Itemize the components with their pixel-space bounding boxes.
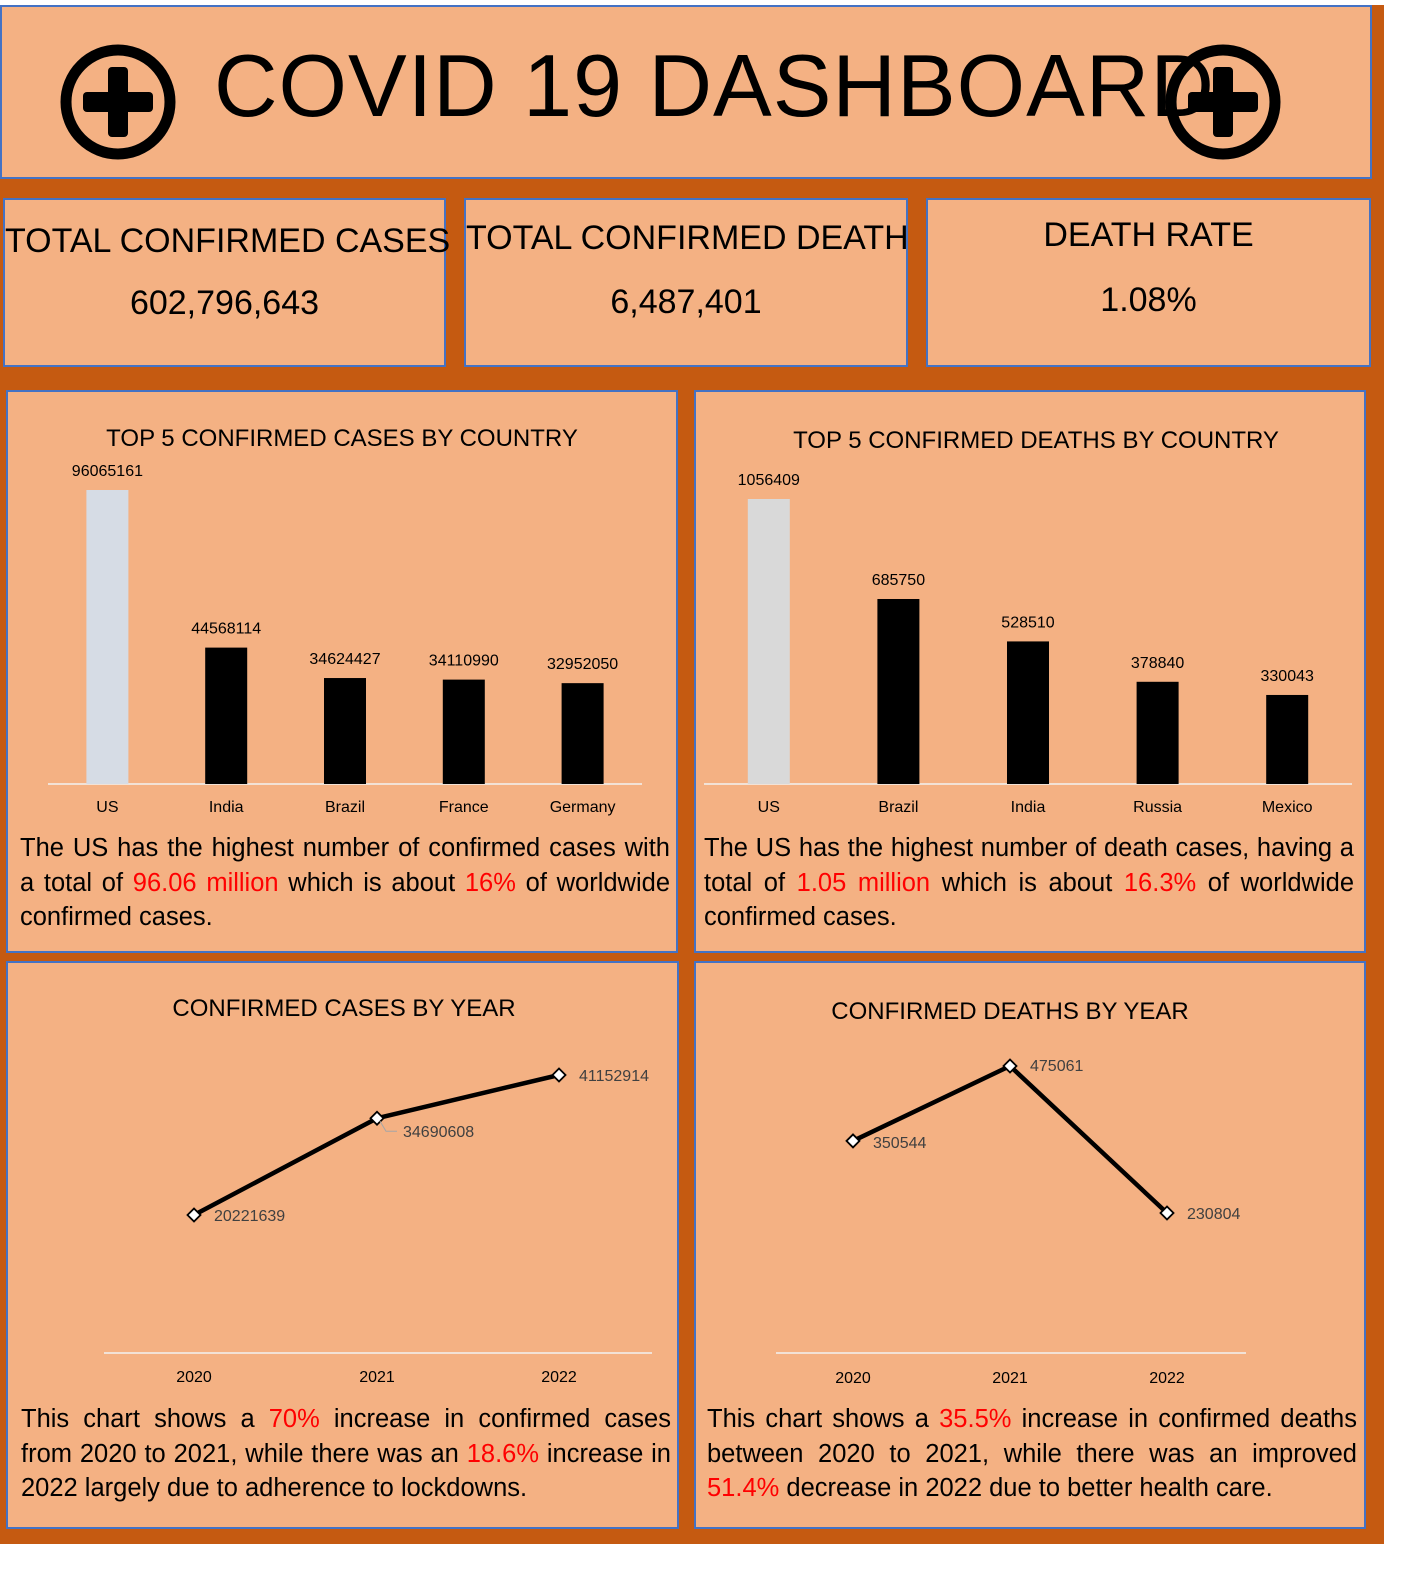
data-label: 41152914	[579, 1068, 649, 1085]
leader-line	[379, 1120, 397, 1132]
bar	[205, 647, 248, 784]
bar	[747, 499, 790, 784]
data-point	[1159, 1205, 1175, 1221]
desc-text: The US has the highest number of confirm…	[20, 834, 670, 897]
plus-circle-icon	[60, 44, 176, 160]
bar	[877, 598, 920, 784]
tick-label: US	[758, 799, 780, 816]
tick-label: 2022	[1149, 1370, 1185, 1387]
chart-title: CONFIRMED DEATHS BY YEAR	[831, 998, 1188, 1025]
desc-text: which is about	[930, 868, 1124, 897]
data-label: 34690608	[403, 1124, 474, 1141]
tick-label: 2020	[835, 1370, 871, 1387]
tick-label: 2020	[176, 1369, 212, 1386]
tick-label: Brazil	[325, 799, 365, 816]
chart-title: CONFIRMED CASES BY YEAR	[172, 995, 515, 1022]
data-point	[1002, 1058, 1018, 1074]
bar-chart-cases-by-country: TOP 5 CONFIRMED CASES BY COUNTRY 9606516…	[48, 425, 642, 816]
bar-chart-deaths-by-country: TOP 5 CONFIRMED DEATHS BY COUNTRY 105640…	[704, 427, 1352, 816]
tick-label: India	[209, 799, 244, 816]
data-label: 96065161	[72, 463, 143, 480]
data-label: 475061	[1030, 1058, 1083, 1075]
desc-text: of worldwide confirmed cases.	[20, 868, 670, 932]
data-point	[551, 1067, 567, 1083]
plus-circle-icon	[1165, 44, 1281, 160]
desc-text: of worldwide confirmed cases.	[704, 868, 1354, 932]
tick-label: Brazil	[878, 799, 918, 816]
data-label: 44568114	[191, 621, 261, 638]
desc-text: This chart shows a	[707, 1405, 940, 1433]
kpi-value: 1.08%	[1100, 281, 1197, 319]
page-title: COVID 19 DASHBOARD	[214, 36, 1215, 135]
desc-highlight: 70%	[268, 1405, 320, 1433]
panel-cases-by-year: CONFIRMED CASES BY YEAR 20221639 2020 3469…	[6, 961, 679, 1529]
data-label: 528510	[1001, 614, 1054, 631]
line-chart-deaths-by-year: CONFIRMED DEATHS BY YEAR 350544 2020 47506…	[776, 998, 1246, 1387]
title-panel: COVID 19 DASHBOARD	[0, 5, 1372, 179]
kpi-value: 6,487,401	[610, 283, 762, 321]
kpi-card-death-rate: DEATH RATE 1.08%	[926, 198, 1371, 367]
panel-deaths-by-year: CONFIRMED DEATHS BY YEAR 350544 2020 47506…	[694, 961, 1366, 1529]
data-label: 378840	[1131, 655, 1184, 672]
kpi-value: 602,796,643	[129, 284, 320, 322]
kpi-label: DEATH RATE	[1043, 216, 1254, 254]
data-label: 330043	[1261, 668, 1314, 685]
desc-highlight: 18.6%	[466, 1439, 540, 1468]
panel-top5-cases: TOP 5 CONFIRMED CASES BY COUNTRY 9606516…	[6, 390, 678, 953]
bar	[86, 490, 129, 784]
line-chart-cases-by-year: CONFIRMED CASES BY YEAR 20221639 2020 3469…	[104, 995, 652, 1386]
panel-top5-deaths: TOP 5 CONFIRMED DEATHS BY COUNTRY 105640…	[694, 390, 1366, 953]
chart-description: The US has the highest number of death c…	[704, 831, 1354, 935]
chart-title: TOP 5 CONFIRMED CASES BY COUNTRY	[106, 425, 578, 452]
data-label: 34110990	[429, 653, 499, 670]
tick-label: 2021	[992, 1370, 1028, 1387]
chart-description: The US has the highest number of confirm…	[20, 831, 670, 935]
tick-label: 2022	[541, 1369, 577, 1386]
bar	[561, 683, 604, 784]
kpi-label: TOTAL CONFIRMED DEATH	[466, 219, 909, 257]
data-point	[845, 1133, 861, 1149]
desc-text: The US has the highest number of death c…	[704, 834, 1354, 897]
desc-highlight: 96.06 million	[132, 868, 279, 897]
tick-label: Germany	[550, 799, 616, 816]
bar	[1266, 694, 1309, 784]
kpi-card-total-death: TOTAL CONFIRMED DEATH 6,487,401	[464, 198, 909, 367]
tick-label: India	[1011, 799, 1046, 816]
series-line	[192, 1072, 560, 1217]
data-label: 1056409	[738, 472, 800, 489]
chart-description: This chart shows a 70% increase in confi…	[21, 1402, 671, 1506]
desc-highlight: 1.05 million	[796, 868, 931, 897]
tick-label: US	[96, 799, 118, 816]
data-label: 230804	[1187, 1206, 1240, 1223]
bar	[1007, 641, 1049, 784]
data-label: 350544	[873, 1135, 926, 1152]
desc-highlight: 16.3%	[1123, 868, 1197, 897]
chart-description: This chart shows a 35.5% increase in con…	[707, 1402, 1357, 1506]
desc-text: increase in confirmed deaths between 202…	[707, 1405, 1357, 1468]
tick-label: France	[439, 799, 489, 816]
data-label: 685750	[872, 572, 925, 589]
data-point	[186, 1207, 202, 1223]
desc-text: increase in 2022 largely due to adherenc…	[21, 1439, 671, 1503]
desc-text: This chart shows a	[21, 1405, 269, 1433]
data-label: 34624427	[309, 651, 380, 668]
tick-label: 2021	[359, 1369, 395, 1386]
data-label: 20221639	[214, 1208, 285, 1225]
kpi-card-total-cases: TOTAL CONFIRMED CASES 602,796,643	[3, 198, 451, 367]
kpi-label: TOTAL CONFIRMED CASES	[5, 222, 451, 260]
desc-highlight: 16%	[464, 868, 516, 897]
bar	[324, 678, 366, 784]
dashboard: COVID 19 DASHBOARD TOTAL CONFIRMED CASES…	[0, 5, 1384, 1544]
data-label: 32952050	[547, 656, 618, 673]
tick-label: Mexico	[1262, 799, 1313, 816]
desc-text: which is about	[278, 868, 465, 897]
bar	[442, 679, 485, 784]
tick-label: Russia	[1133, 799, 1182, 816]
desc-text: decrease in 2022 due to better health ca…	[779, 1474, 1273, 1502]
bar	[1136, 681, 1179, 784]
desc-highlight: 51.4%	[707, 1474, 780, 1502]
desc-text: increase in confirmed cases from 2020 to…	[21, 1405, 671, 1468]
desc-highlight: 35.5%	[939, 1405, 1012, 1433]
chart-title: TOP 5 CONFIRMED DEATHS BY COUNTRY	[793, 427, 1279, 454]
